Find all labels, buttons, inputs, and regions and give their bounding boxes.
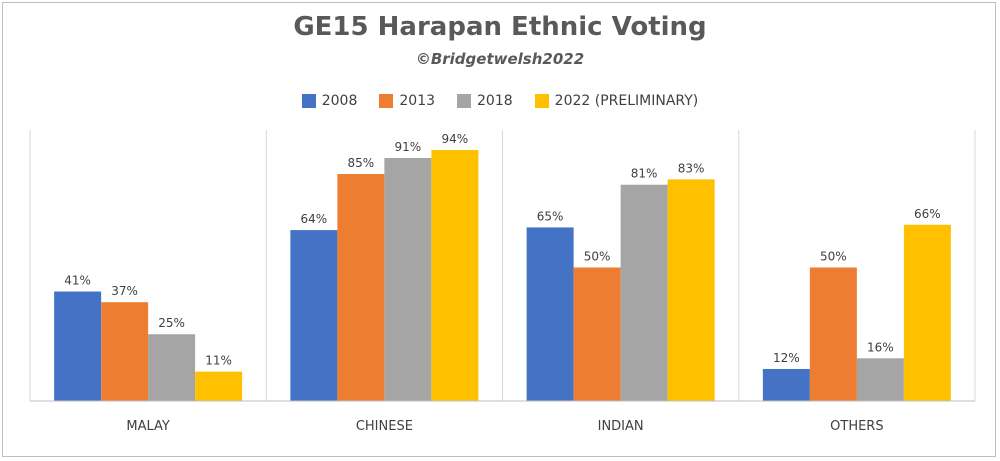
data-label: 66% (914, 207, 941, 221)
bar-indian-2018 (620, 184, 668, 401)
bar-indian-2008 (526, 227, 574, 401)
bar-chinese-2018 (384, 158, 432, 401)
bar-others-2008 (762, 368, 810, 401)
data-label: 11% (205, 354, 232, 368)
data-label: 94% (442, 132, 469, 146)
bar-chinese-2008 (290, 230, 338, 401)
category-label: OTHERS (830, 419, 883, 434)
data-label: 83% (678, 161, 705, 175)
data-label: 85% (348, 156, 375, 170)
category-label: MALAY (126, 419, 170, 434)
category-label: INDIAN (598, 419, 644, 434)
legend-label: 2022 (PRELIMINARY) (554, 93, 699, 109)
data-label: 37% (111, 284, 138, 298)
bar-malay-2022 (195, 371, 243, 401)
data-label: 91% (395, 140, 422, 154)
data-label: 50% (584, 249, 611, 263)
legend-swatch (534, 94, 549, 108)
data-label: 25% (158, 316, 185, 330)
data-label: 50% (820, 249, 847, 263)
bar-malay-2013 (101, 302, 149, 401)
legend-label: 2018 (477, 93, 513, 109)
category-label: CHINESE (356, 419, 413, 434)
chart-title: GE15 Harapan Ethnic Voting (293, 12, 707, 42)
legend-item-1: 2013 (379, 93, 435, 109)
bar-indian-2022 (667, 179, 715, 401)
data-label: 81% (631, 167, 658, 181)
data-label: 16% (867, 340, 894, 354)
legend-label: 2008 (321, 93, 358, 109)
data-label: 12% (773, 351, 800, 365)
bar-chinese-2013 (337, 174, 385, 401)
data-label: 64% (301, 212, 328, 226)
bar-others-2013 (809, 267, 857, 401)
bar-malay-2008 (54, 291, 102, 401)
legend-item-2: 2018 (457, 93, 513, 109)
legend-label: 2013 (399, 93, 436, 109)
bar-others-2022 (903, 224, 951, 401)
bar-malay-2018 (148, 334, 196, 401)
bar-others-2018 (856, 358, 904, 401)
legend-swatch (379, 94, 394, 108)
bar-chinese-2022 (431, 150, 479, 401)
chart-subtitle: ©Bridgetwelsh2022 (415, 50, 585, 68)
legend-swatch (301, 94, 316, 108)
legend-swatch (457, 94, 472, 108)
legend-item-0: 2008 (301, 93, 358, 109)
bar-indian-2013 (573, 267, 621, 401)
legend-item-3: 2022 (PRELIMINARY) (534, 93, 699, 109)
chart-legend: 2008 2013 2018 2022 (PRELIMINARY) (0, 93, 1000, 109)
data-label: 41% (64, 274, 91, 288)
data-label: 65% (537, 209, 564, 223)
